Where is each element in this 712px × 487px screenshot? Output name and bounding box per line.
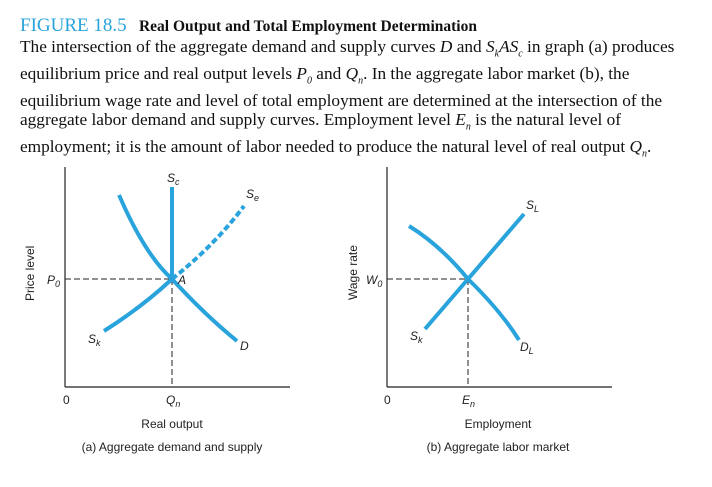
sl-label: SL [526, 198, 539, 214]
figure-caption: FIGURE 18.5 Real Output and Total Employ… [20, 16, 700, 164]
origin-b: 0 [384, 393, 391, 407]
p0-label: P0 [47, 273, 60, 289]
point-a-label: A [177, 273, 186, 287]
se-label: Se [246, 187, 259, 203]
price-level-label: Price level [23, 246, 37, 301]
sk-label-a: Sk [88, 332, 101, 348]
panel-b-subtitle: (b) Aggregate labor market [427, 440, 570, 454]
origin-a: 0 [63, 393, 70, 407]
panel-a: Price level P0 0 Qn A Sc Se Sk D Real ou… [23, 167, 290, 454]
real-output-label: Real output [141, 417, 203, 431]
wage-rate-label: Wage rate [346, 245, 360, 300]
demand-curve [117, 194, 239, 343]
caption-text: The intersection of the aggregate demand… [20, 36, 675, 160]
sk-label-b: Sk [410, 329, 423, 345]
panel-a-subtitle: (a) Aggregate demand and supply [82, 440, 263, 454]
qn-label: Qn [166, 393, 180, 409]
employment-label: Employment [465, 417, 532, 431]
w0-label: W0 [366, 273, 382, 289]
figure-number: FIGURE 18.5 [20, 15, 127, 36]
se-curve [170, 204, 246, 281]
sk-curve [102, 277, 174, 333]
dl-label: DL [520, 340, 534, 356]
demand-label: D [240, 339, 249, 353]
sc-label: Sc [167, 171, 180, 187]
figure-title: Real Output and Total Employment Determi… [138, 18, 477, 35]
en-label: En [462, 393, 475, 409]
sl-curve [423, 212, 526, 331]
panel-b: Wage rate W0 0 En SL Sk DL Employment (b… [346, 167, 612, 454]
